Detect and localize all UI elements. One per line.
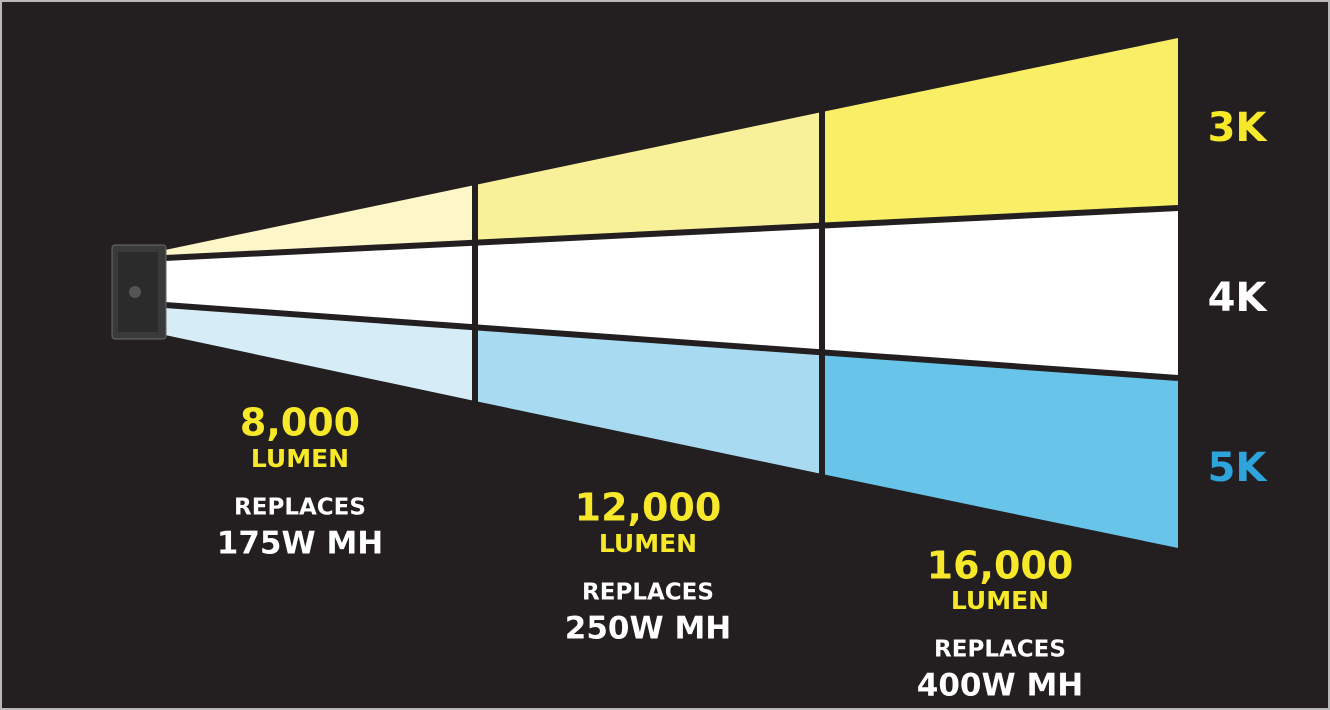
lumen-unit: LUMEN xyxy=(951,586,1049,615)
fixture xyxy=(112,245,166,339)
temp-label: 3K xyxy=(1208,105,1269,151)
replaces: REPLACES xyxy=(234,495,366,521)
lumens: 8,000 xyxy=(240,401,360,445)
lumen-unit: LUMEN xyxy=(599,529,697,558)
equivalent: 175W MH xyxy=(217,526,384,562)
equivalent: 250W MH xyxy=(565,611,732,647)
fixture-knob xyxy=(129,286,141,298)
replaces: REPLACES xyxy=(582,580,714,606)
lumens: 16,000 xyxy=(927,544,1074,588)
infographic: 3K 4K 5K 8,000 LUMEN REPLACES 175W MH 12… xyxy=(0,0,1330,710)
temp-label: 4K xyxy=(1208,275,1269,321)
page: {"color_temps": [{"label": "3K"}, {"labe… xyxy=(0,0,1330,710)
lumens: 12,000 xyxy=(575,486,722,530)
lumen-unit: LUMEN xyxy=(251,444,349,473)
equivalent: 400W MH xyxy=(917,668,1084,704)
replaces: REPLACES xyxy=(934,637,1066,663)
temp-label: 5K xyxy=(1208,445,1269,491)
